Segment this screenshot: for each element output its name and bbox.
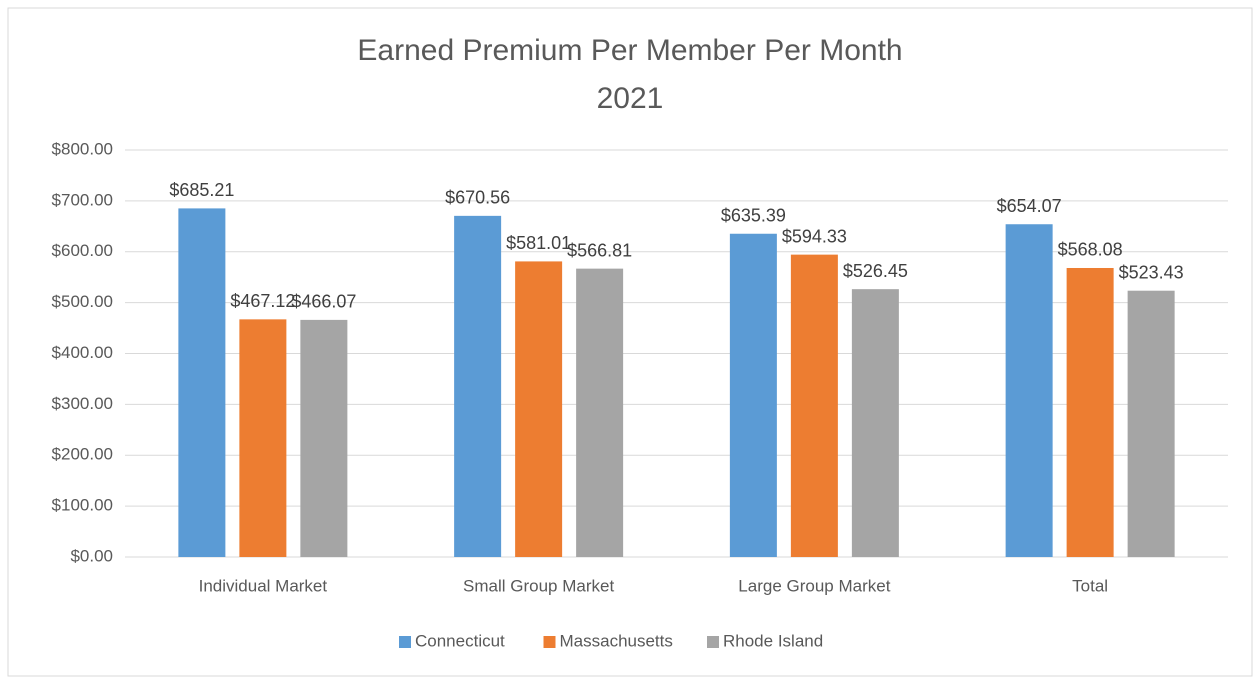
bar xyxy=(454,215,502,557)
data-label: $568.08 xyxy=(1058,240,1123,260)
data-label: $523.43 xyxy=(1119,262,1184,282)
data-label: $685.21 xyxy=(169,180,234,200)
legend-label: Connecticut xyxy=(415,631,505,650)
y-tick-label: $700.00 xyxy=(52,190,113,209)
data-label: $654.07 xyxy=(997,196,1062,216)
bar xyxy=(300,319,348,557)
y-tick-label: $200.00 xyxy=(52,445,113,464)
legend-label: Rhode Island xyxy=(723,631,823,650)
y-tick-label: $400.00 xyxy=(52,343,113,362)
legend-label: Massachusetts xyxy=(560,631,673,650)
bar xyxy=(729,233,777,557)
data-label: $466.07 xyxy=(291,292,356,312)
y-tick-label: $100.00 xyxy=(52,496,113,515)
bar xyxy=(851,289,899,557)
y-tick-label: $0.00 xyxy=(70,546,113,565)
bar xyxy=(1066,267,1114,557)
x-tick-label: Individual Market xyxy=(199,576,328,595)
bar xyxy=(1005,224,1053,557)
data-label: $467.12 xyxy=(230,291,295,311)
bar xyxy=(790,254,838,557)
data-label: $670.56 xyxy=(445,188,510,208)
bar xyxy=(1127,290,1175,557)
bar xyxy=(178,208,226,557)
chart-title: Earned Premium Per Member Per Month xyxy=(357,34,902,67)
x-tick-label: Total xyxy=(1072,576,1108,595)
x-tick-label: Small Group Market xyxy=(463,576,614,595)
data-label: $594.33 xyxy=(782,226,847,246)
chart-subtitle: 2021 xyxy=(597,82,664,115)
bar xyxy=(239,319,287,557)
y-tick-label: $500.00 xyxy=(52,292,113,311)
bar xyxy=(576,268,624,557)
y-tick-label: $600.00 xyxy=(52,241,113,260)
x-tick-label: Large Group Market xyxy=(738,576,890,595)
legend-swatch xyxy=(543,636,556,648)
data-label: $635.39 xyxy=(721,205,786,225)
legend-swatch xyxy=(399,636,411,648)
bar xyxy=(515,261,563,557)
y-tick-label: $800.00 xyxy=(52,139,113,158)
legend-swatch xyxy=(707,636,719,648)
data-label: $581.01 xyxy=(506,233,571,253)
y-tick-label: $300.00 xyxy=(52,394,113,413)
data-label: $526.45 xyxy=(843,261,908,281)
data-label: $566.81 xyxy=(567,240,632,260)
